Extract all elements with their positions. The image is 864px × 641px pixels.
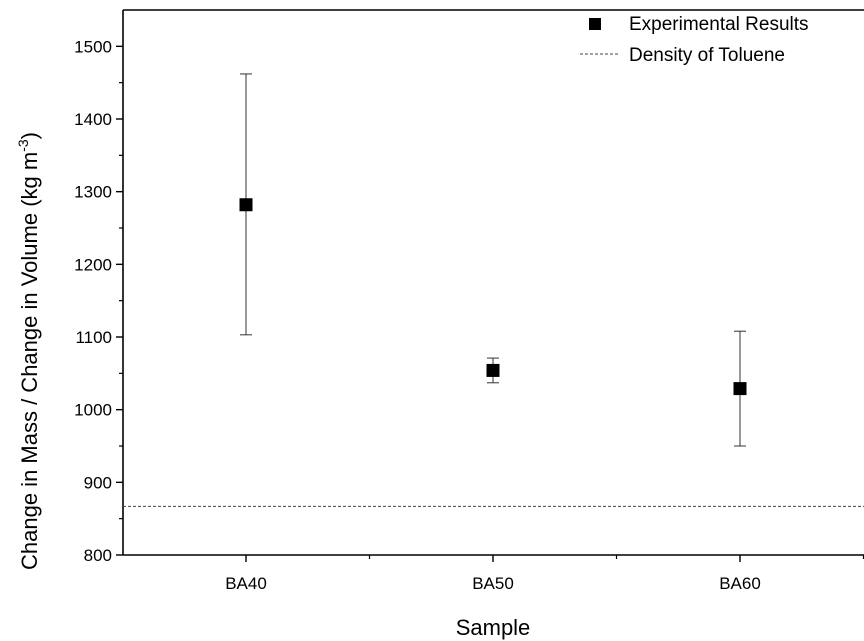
y-axis-ticks: 800 900 1000 1100 1200 1300 1400 1500 — [74, 37, 123, 565]
y-tick-label: 1100 — [75, 328, 112, 347]
y-tick-label: 800 — [84, 546, 112, 565]
y-tick-label: 900 — [84, 473, 112, 492]
error-bars — [240, 73, 746, 447]
y-tick-label: 1300 — [74, 183, 112, 202]
plot-frame — [122, 9, 864, 556]
x-tick-label: BA60 — [719, 574, 761, 593]
legend-marker-experimental — [589, 18, 601, 30]
data-point — [486, 363, 500, 377]
y-tick-label: 1000 — [74, 401, 112, 420]
legend: Experimental Results Density of Toluene — [580, 14, 809, 66]
y-axis-title-main: Change in Mass / Change in Volume (kg m — [17, 152, 42, 570]
legend-label-density: Density of Toluene — [629, 45, 785, 66]
y-axis-title: Change in Mass / Change in Volume (kg m-… — [15, 132, 42, 570]
y-axis-title-superscript: -3 — [15, 139, 31, 152]
x-axis-ticks: BA40 BA50 BA60 — [225, 555, 864, 593]
y-axis-title-close: ) — [17, 132, 42, 139]
data-point — [733, 382, 747, 396]
data-points — [239, 198, 747, 396]
y-tick-label: 1200 — [74, 255, 112, 274]
x-tick-label: BA40 — [225, 574, 267, 593]
y-tick-label: 1400 — [74, 110, 112, 129]
x-axis-title: Sample — [456, 615, 531, 640]
y-tick-label: 1500 — [74, 37, 112, 56]
x-tick-label: BA50 — [472, 574, 514, 593]
data-point — [239, 198, 253, 212]
legend-label-experimental: Experimental Results — [629, 14, 809, 35]
